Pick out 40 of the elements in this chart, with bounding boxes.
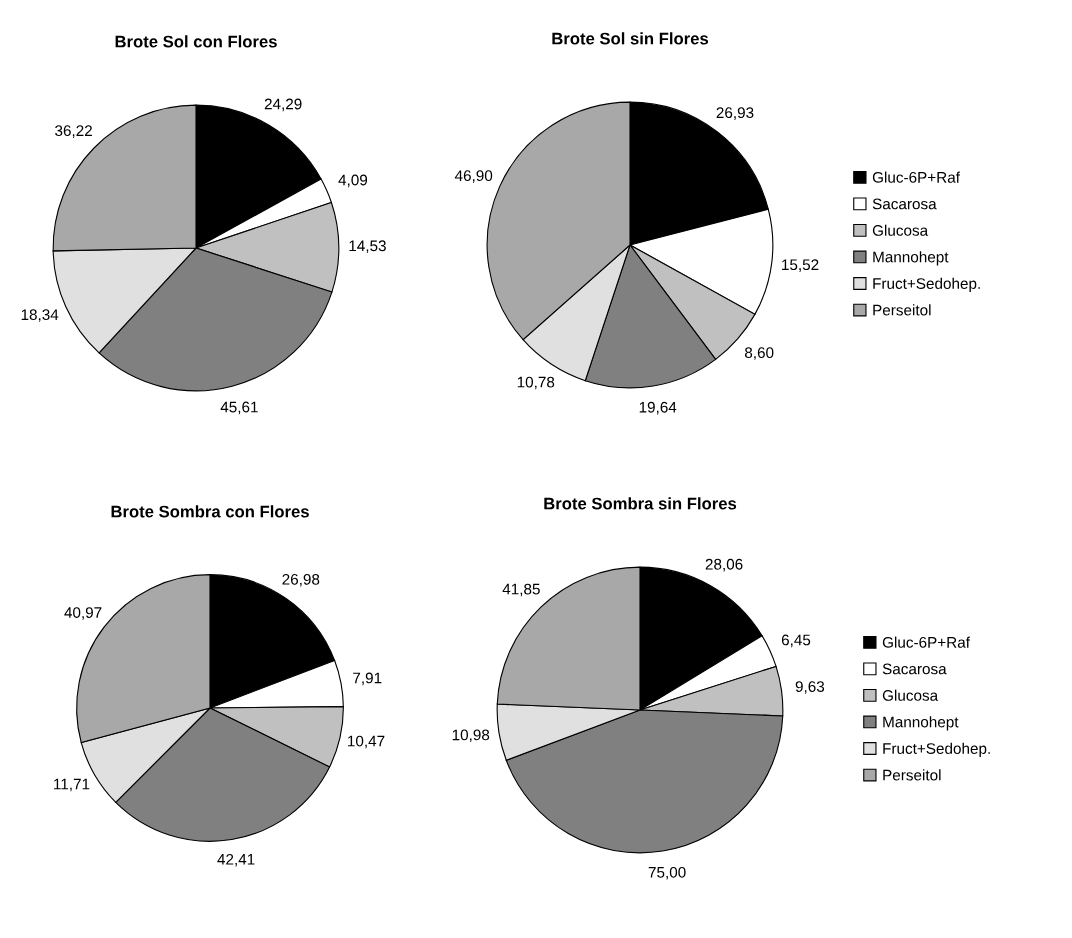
data-label: 28,06 [705,558,743,572]
chart-title: Brote Sombra sin Flores [544,497,737,510]
chart-title: Brote Sol con Flores [115,35,277,48]
data-label: 26,98 [282,573,320,587]
data-label: 18,34 [21,309,59,322]
data-label: 11,71 [54,778,90,792]
data-label: 42,41 [217,853,255,867]
legend-label: Glucosa [882,689,939,701]
legend-label: Sacarosa [882,663,947,675]
data-label: 8,60 [744,347,774,360]
data-label: 10,98 [452,729,490,743]
chart-title: Brote Sombra con Flores [111,505,309,518]
data-label: 4,09 [338,174,368,188]
data-label: 36,22 [55,125,92,138]
data-label: 7,91 [353,672,382,686]
data-label: 75,00 [648,866,686,880]
data-label: 14,53 [349,240,386,253]
data-label: 15,52 [782,259,819,272]
data-label: 10,78 [517,376,555,390]
data-label: 19,64 [639,401,677,415]
legend-label: Gluc-6P+Raf [882,636,970,648]
data-label: 40,97 [64,607,102,620]
legend-label: Perseitol [873,304,931,316]
legend-label: Mannohept [873,251,949,266]
legend-label: Fruct+Sedohep. [883,742,990,757]
data-label: 24,29 [264,98,302,112]
legend-label: Glucosa [872,224,929,236]
data-label: 10,47 [348,735,385,749]
data-label: 26,93 [716,107,754,120]
data-label: 9,63 [795,681,825,694]
legend-label: Sacarosa [872,198,937,210]
legend-label: Perseitol [883,769,941,781]
data-label: 45,61 [220,401,258,415]
data-label: 41,85 [502,583,540,597]
legend-label: Mannohept [883,716,959,731]
legend-label: Gluc-6P+Raf [872,171,960,183]
data-label: 6,45 [781,634,811,648]
chart-title: Brote Sol sin Flores [552,32,709,45]
data-label: 46,90 [454,170,493,183]
legend-label: Fruct+Sedohep. [873,277,980,292]
